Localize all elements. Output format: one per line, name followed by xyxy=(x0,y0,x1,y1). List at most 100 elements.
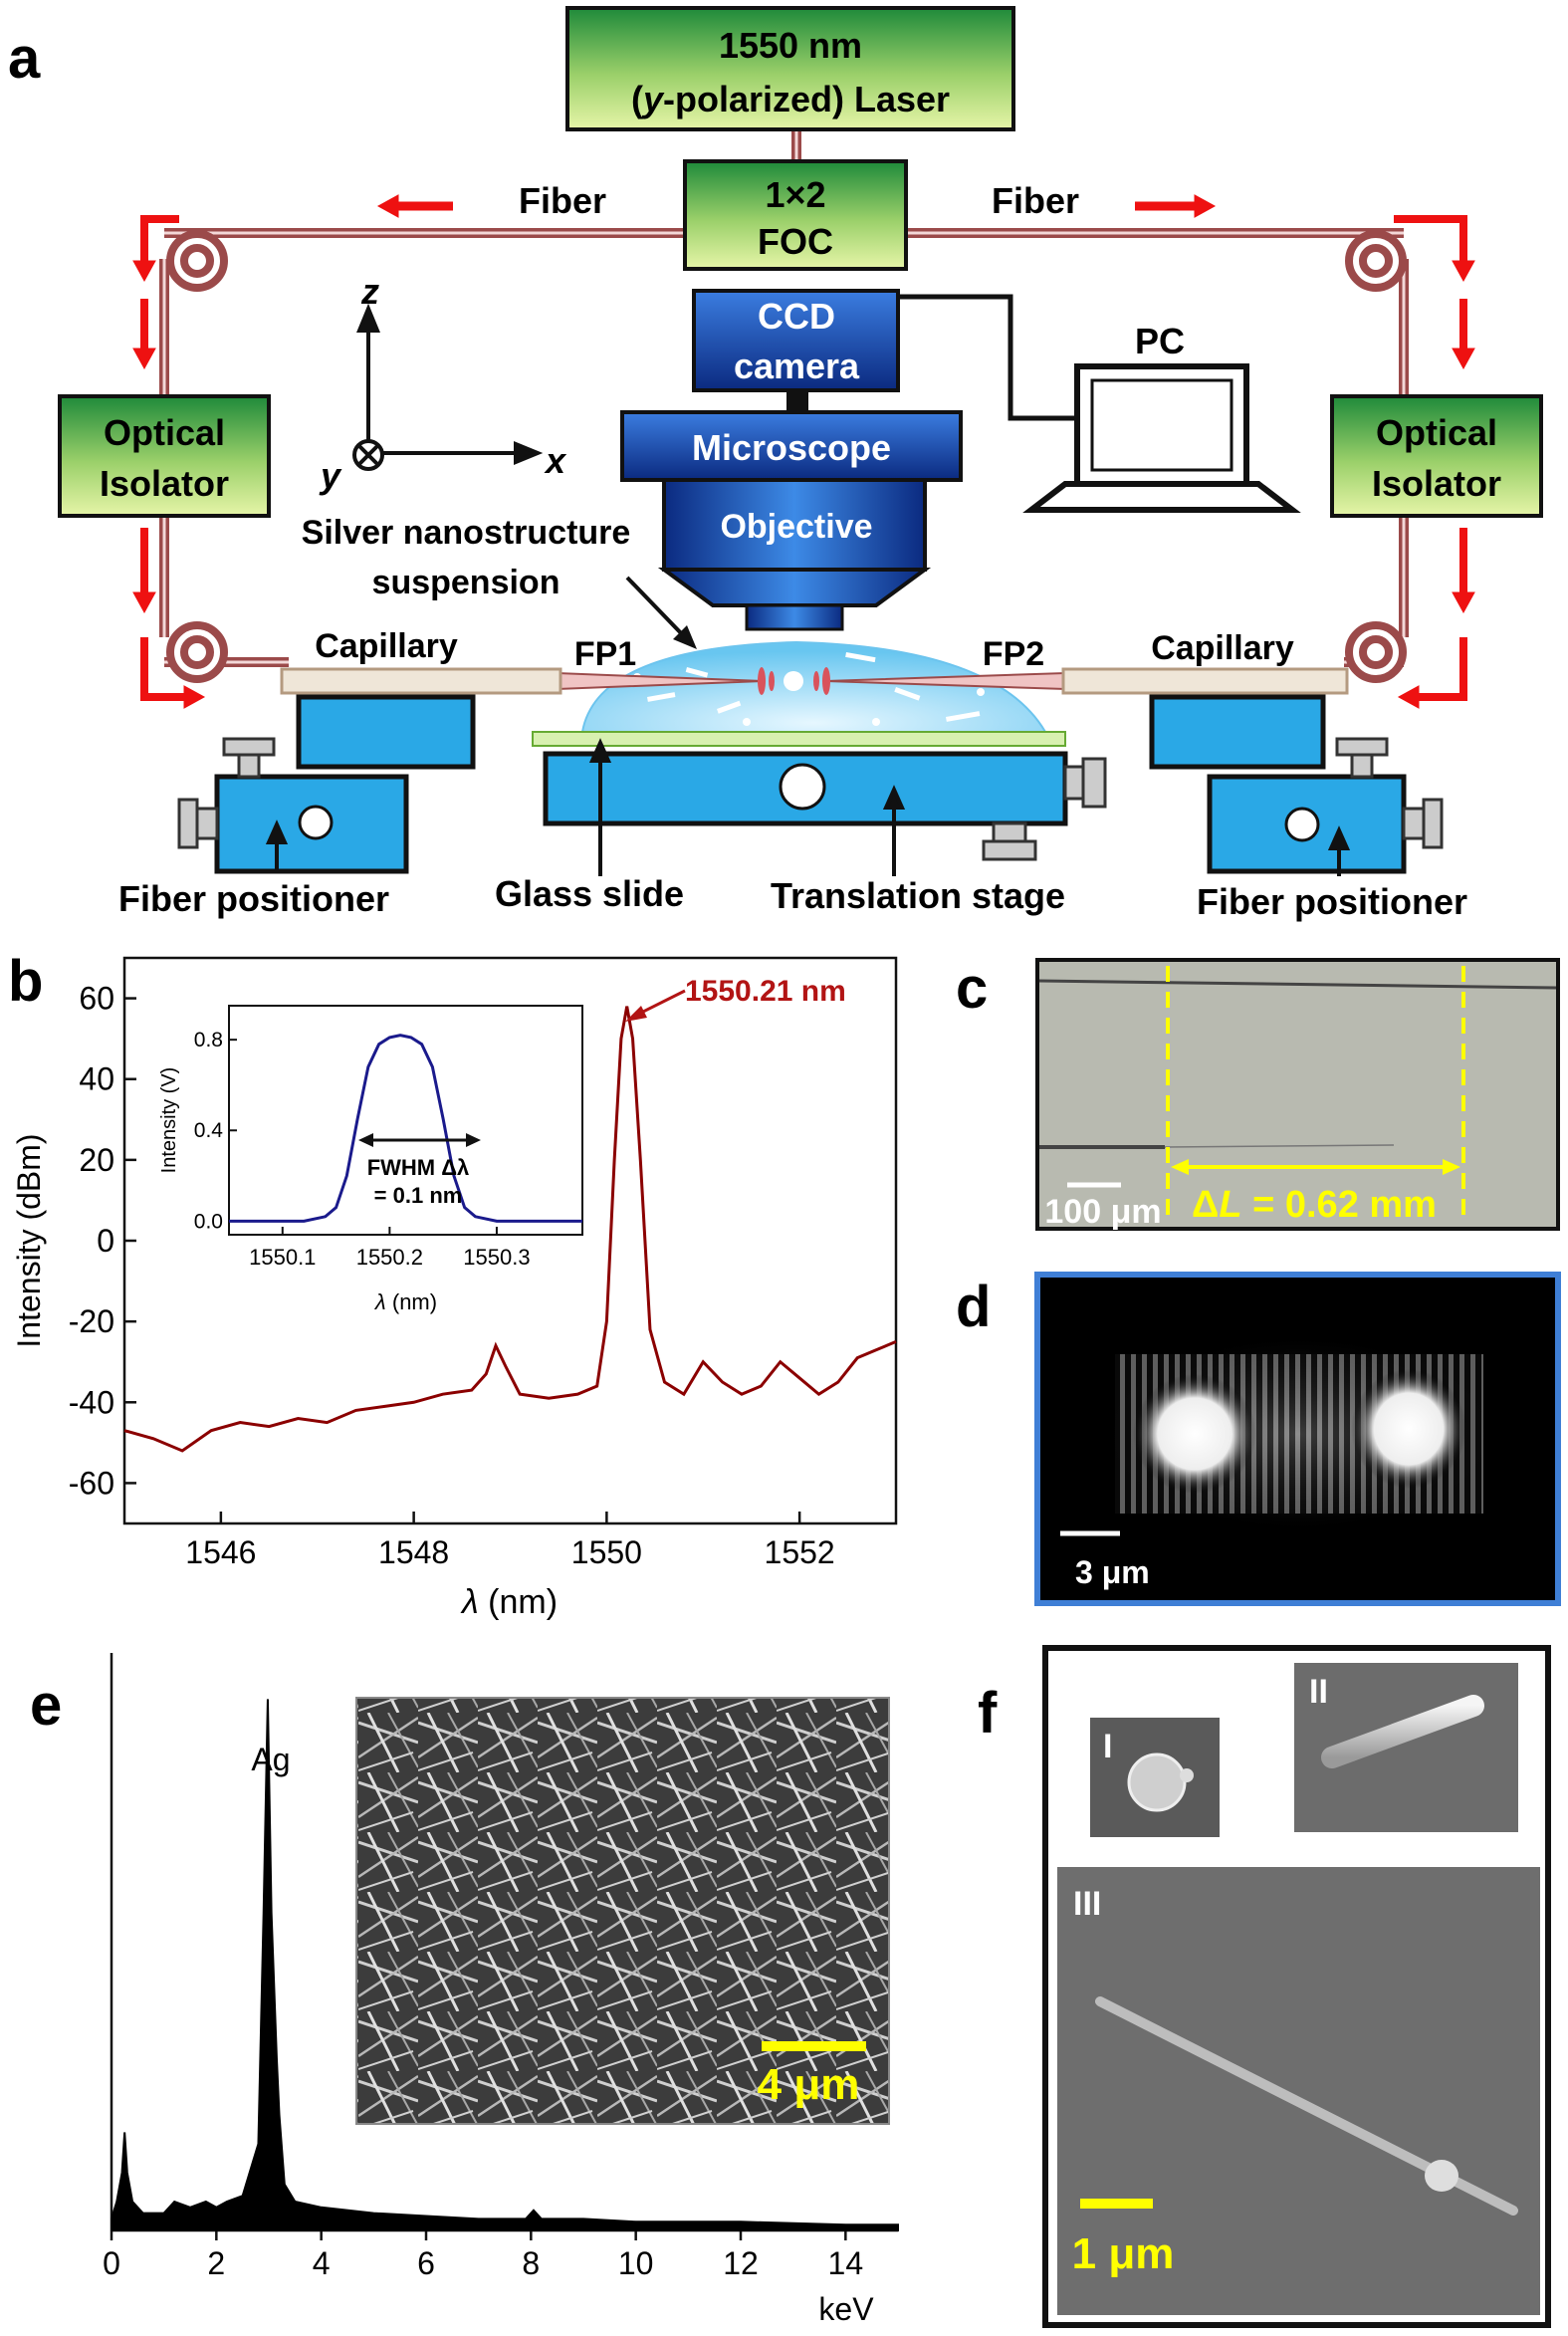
fiber-positioner-right xyxy=(1149,694,1444,874)
isolator-right-line2: Isolator xyxy=(1372,463,1501,504)
peak-label: 1550.21 nm xyxy=(685,975,846,1008)
label-I: I xyxy=(1103,1728,1112,1765)
y-tick-label: 20 xyxy=(79,1142,114,1178)
fiber-label-right: Fiber xyxy=(992,180,1079,221)
x-tick-label: 14 xyxy=(828,2245,864,2281)
optical-isolator-left xyxy=(58,394,271,518)
inset-y-tick-label: 0.4 xyxy=(194,1119,224,1142)
isolator-left-line1: Optical xyxy=(104,412,225,453)
microscope-box xyxy=(620,410,963,482)
x-tick-label: 2 xyxy=(207,2245,225,2281)
coordinate-axes xyxy=(352,303,544,471)
x-tick-label: 4 xyxy=(313,2245,331,2281)
panel-b-letter: b xyxy=(8,949,43,1014)
inset-y-tick-label: 0.8 xyxy=(194,1029,223,1051)
panel-f-sem-images: f I II III 1 μm xyxy=(978,1645,1551,2328)
laptop-icon xyxy=(1022,363,1301,513)
axis-x-label: x xyxy=(544,440,567,481)
glass-slide xyxy=(532,731,1066,747)
y-tick-label: 40 xyxy=(79,1061,114,1097)
panel-a-setup-diagram: a 1550 nm (y-p xyxy=(8,6,1543,922)
panel-d-letter: d xyxy=(956,1275,991,1339)
x-tick-label: 6 xyxy=(417,2245,435,2281)
panel-c-micrograph: c ΔL = 0.62 mm 100 μm xyxy=(956,956,1560,1231)
x-tick-label: 1548 xyxy=(378,1534,449,1570)
y-tick-label: -60 xyxy=(69,1465,114,1501)
x-tick-label: 1552 xyxy=(765,1534,835,1570)
inset-line xyxy=(229,1034,582,1223)
laser-label-line1: 1550 nm xyxy=(719,25,862,66)
capillary-left-label: Capillary xyxy=(315,627,458,665)
inset-x-tick-label: 1550.3 xyxy=(463,1245,530,1270)
inset-y-label: Intensity (V) xyxy=(158,1067,180,1174)
capillary-right-label: Capillary xyxy=(1151,629,1294,667)
pc-label: PC xyxy=(1135,321,1185,361)
inset-y-tick-label: 0.0 xyxy=(194,1210,223,1233)
foc-label-line2: FOC xyxy=(758,221,833,262)
fiber-positioner-left-label: Fiber positioner xyxy=(118,878,389,919)
translation-stage-label: Translation stage xyxy=(771,875,1065,916)
panel-a-letter: a xyxy=(8,26,41,91)
eds-spectrum-area xyxy=(111,1699,899,2231)
x-axis-label: keV xyxy=(818,2291,874,2327)
x-tick-label: 1546 xyxy=(185,1534,256,1570)
translation-stage xyxy=(543,751,1107,861)
x-tick-label: 12 xyxy=(723,2245,759,2281)
objective-label: Objective xyxy=(720,508,872,546)
foc-box xyxy=(683,159,908,271)
objective-icon xyxy=(657,478,932,631)
capillary-left xyxy=(280,667,562,695)
inset-fwhm-line1: FWHM Δλ xyxy=(367,1155,470,1180)
inset-fwhm-line2: = 0.1 nm xyxy=(374,1183,463,1208)
scale-bar-label: 100 μm xyxy=(1044,1193,1161,1231)
sem-scale-label: 4 μm xyxy=(758,2060,860,2109)
panel-f-letter: f xyxy=(978,1681,998,1746)
label-III: III xyxy=(1073,1885,1101,1923)
x-tick-label: 8 xyxy=(522,2245,540,2281)
y-tick-label: 60 xyxy=(79,981,114,1017)
x-tick-label: 0 xyxy=(103,2245,120,2281)
panel-b-spectrum-chart: b -60 -40 -20 0 20 40 60 1546 1548 1550 1552 Inte… xyxy=(8,949,898,1621)
axis-z-label: z xyxy=(360,271,379,312)
delta-l-label: ΔL = 0.62 mm xyxy=(1192,1184,1437,1226)
inset-chart: 0.0 0.4 0.8 1550.1 1550.2 1550.3 FWHM Δλ = 0… xyxy=(158,1005,583,1314)
inset-x-tick-label: 1550.2 xyxy=(356,1245,423,1270)
inset-x-ticks: 1550.1 1550.2 1550.3 xyxy=(249,1227,531,1270)
direction-arrows xyxy=(132,194,1475,709)
foc-label-line1: 1×2 xyxy=(765,174,825,215)
spectrum-line xyxy=(123,1006,897,1453)
fiber-positioner-right-label: Fiber positioner xyxy=(1197,881,1467,922)
label-II: II xyxy=(1309,1673,1328,1711)
optical-isolator-right xyxy=(1330,394,1543,518)
inset-x-tick-label: 1550.1 xyxy=(249,1245,316,1270)
y-axis-label: Intensity (dBm) xyxy=(11,1133,47,1347)
laser-label-line2: (y-polarized) Laser xyxy=(631,79,950,119)
panel-d-micrograph: d 3 μm xyxy=(956,1272,1561,1606)
ccd-label-line1: CCD xyxy=(758,296,835,337)
suspension-label-line1: Silver nanostructure xyxy=(302,514,631,552)
y-tick-label: -20 xyxy=(69,1303,114,1339)
y-tick-label: 0 xyxy=(97,1223,114,1259)
x-ticks: 1546 1548 1550 1552 xyxy=(185,1512,835,1570)
capillary-image xyxy=(1035,958,1560,1231)
scale-bar-label: 3 μm xyxy=(1075,1554,1150,1590)
y-tick-label: -40 xyxy=(69,1384,114,1420)
suspension-label-line2: suspension xyxy=(372,564,560,601)
fiber-positioner-left xyxy=(177,694,476,874)
panel-e-letter: e xyxy=(30,1673,62,1738)
panel-c-letter: c xyxy=(956,956,988,1021)
fiber-label-left: Fiber xyxy=(519,180,606,221)
axis-y-label: y xyxy=(319,455,342,496)
capillary-right xyxy=(1061,667,1349,695)
x-tick-label: 1550 xyxy=(571,1534,642,1570)
x-ticks: 0 2 4 6 8 10 12 14 xyxy=(103,2230,863,2281)
fiber-coil-icons xyxy=(166,230,1407,683)
microscope-label: Microscope xyxy=(692,427,891,468)
panel-e-eds-chart: e 0 2 4 6 8 10 12 14 Ag keV 4 μm xyxy=(30,1653,899,2327)
x-tick-label: 10 xyxy=(618,2245,654,2281)
ccd-camera-box xyxy=(692,289,900,392)
x-axis-label: λ (nm) xyxy=(460,1583,558,1621)
y-ticks: -60 -40 -20 0 20 40 60 xyxy=(69,981,136,1501)
fp2-label: FP2 xyxy=(983,635,1044,673)
pc-cable xyxy=(898,294,1080,421)
